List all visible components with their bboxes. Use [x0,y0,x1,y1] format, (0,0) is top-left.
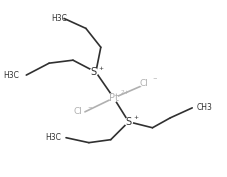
Text: S: S [91,67,97,77]
Text: +: + [99,66,104,71]
Circle shape [74,108,81,115]
Text: CH3: CH3 [196,103,212,112]
Text: H3C: H3C [3,71,19,80]
Text: H3C: H3C [45,133,61,142]
Text: 2+: 2+ [121,90,129,95]
Circle shape [110,94,118,102]
Text: H3C: H3C [51,14,67,23]
Text: +: + [134,115,139,120]
Text: Cl: Cl [74,107,82,116]
Text: Pt: Pt [109,93,119,103]
Circle shape [140,79,147,87]
Circle shape [125,118,133,126]
Text: S: S [126,117,132,127]
Circle shape [90,68,98,76]
Text: −: − [153,77,157,82]
Text: −: − [87,105,91,110]
Text: Cl: Cl [139,79,148,88]
